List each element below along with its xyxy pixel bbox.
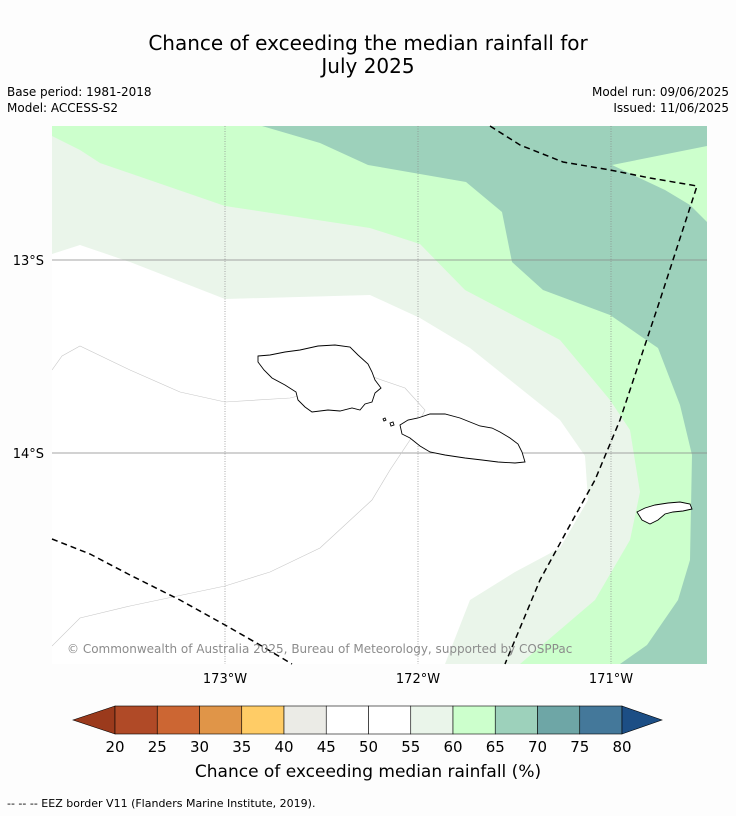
colorbar-segment — [156, 705, 200, 735]
upolu-island — [399, 413, 526, 464]
issued-date: Issued: 11/06/2025 — [613, 101, 729, 115]
islands — [257, 344, 693, 525]
lat-label-13s: 13°S — [13, 254, 44, 269]
colorbar-tick-label: 35 — [232, 738, 251, 756]
contour-65-70-north — [262, 126, 707, 664]
colorbar-tick-label: 20 — [105, 738, 124, 756]
map-area — [52, 126, 707, 664]
copyright-notice: © Commonwealth of Australia 2025, Bureau… — [67, 642, 572, 656]
base-period: Base period: 1981-2018 — [7, 85, 152, 99]
map-title-line1: Chance of exceeding the median rainfall … — [148, 31, 588, 55]
colorbar-tick-label: 30 — [190, 738, 209, 756]
colorbar-segment — [410, 705, 454, 735]
lat-label-14s: 14°S — [13, 447, 44, 462]
lon-label-171w: 171°W — [589, 672, 633, 687]
model-run: Model run: 09/06/2025 — [591, 85, 729, 99]
colorbar-tick-label: 70 — [528, 738, 547, 756]
lon-label-173w: 173°W — [203, 672, 247, 687]
manono-islet — [382, 417, 387, 422]
colorbar-over-arrow — [621, 705, 663, 735]
meta-left: Base period: 1981-2018 Model: ACCESS-S2 — [7, 84, 152, 116]
colorbar-tick-label: 40 — [274, 738, 293, 756]
colorbar-tick-label: 25 — [148, 738, 167, 756]
colorbar-segment — [579, 705, 623, 735]
colorbar-tick-label: 80 — [612, 738, 631, 756]
colorbar-tick-label: 50 — [359, 738, 378, 756]
colorbar-segment — [368, 705, 412, 735]
colorbar-segment — [537, 705, 581, 735]
colorbar-segment — [325, 705, 369, 735]
colorbar-tick-label: 65 — [486, 738, 505, 756]
colorbar-segment — [114, 705, 158, 735]
lon-label-172w: 172°W — [396, 672, 440, 687]
map-title-line2: July 2025 — [321, 54, 415, 78]
colorbar-segment — [452, 705, 496, 735]
colorbar-tick-label: 60 — [443, 738, 462, 756]
meta-right: Model run: 09/06/2025 Issued: 11/06/2025 — [592, 84, 729, 116]
faint-contours — [52, 345, 426, 647]
model-name: Model: ACCESS-S2 — [7, 101, 119, 115]
colorbar-segment — [283, 705, 327, 735]
grid — [52, 126, 707, 664]
tutuila-island — [636, 501, 693, 525]
eez-footnote: -- -- -- EEZ border V11 (Flanders Marine… — [7, 797, 316, 810]
colorbar-under-arrow — [72, 705, 116, 735]
colorbar-tick-label: 45 — [317, 738, 336, 756]
colorbar: 20 25 30 35 40 45 50 55 60 65 70 75 80 — [72, 705, 663, 756]
colorbar-segment — [494, 705, 538, 735]
apolima-islet — [389, 421, 395, 427]
colorbar-label: Chance of exceeding median rainfall (%) — [194, 762, 542, 782]
colorbar-tick-label: 55 — [401, 738, 420, 756]
colorbar-tick-label: 75 — [570, 738, 589, 756]
eez-border — [51, 125, 698, 665]
savaii-island — [257, 344, 382, 413]
colorbar-segment — [199, 705, 243, 735]
colorbar-segment — [241, 705, 285, 735]
